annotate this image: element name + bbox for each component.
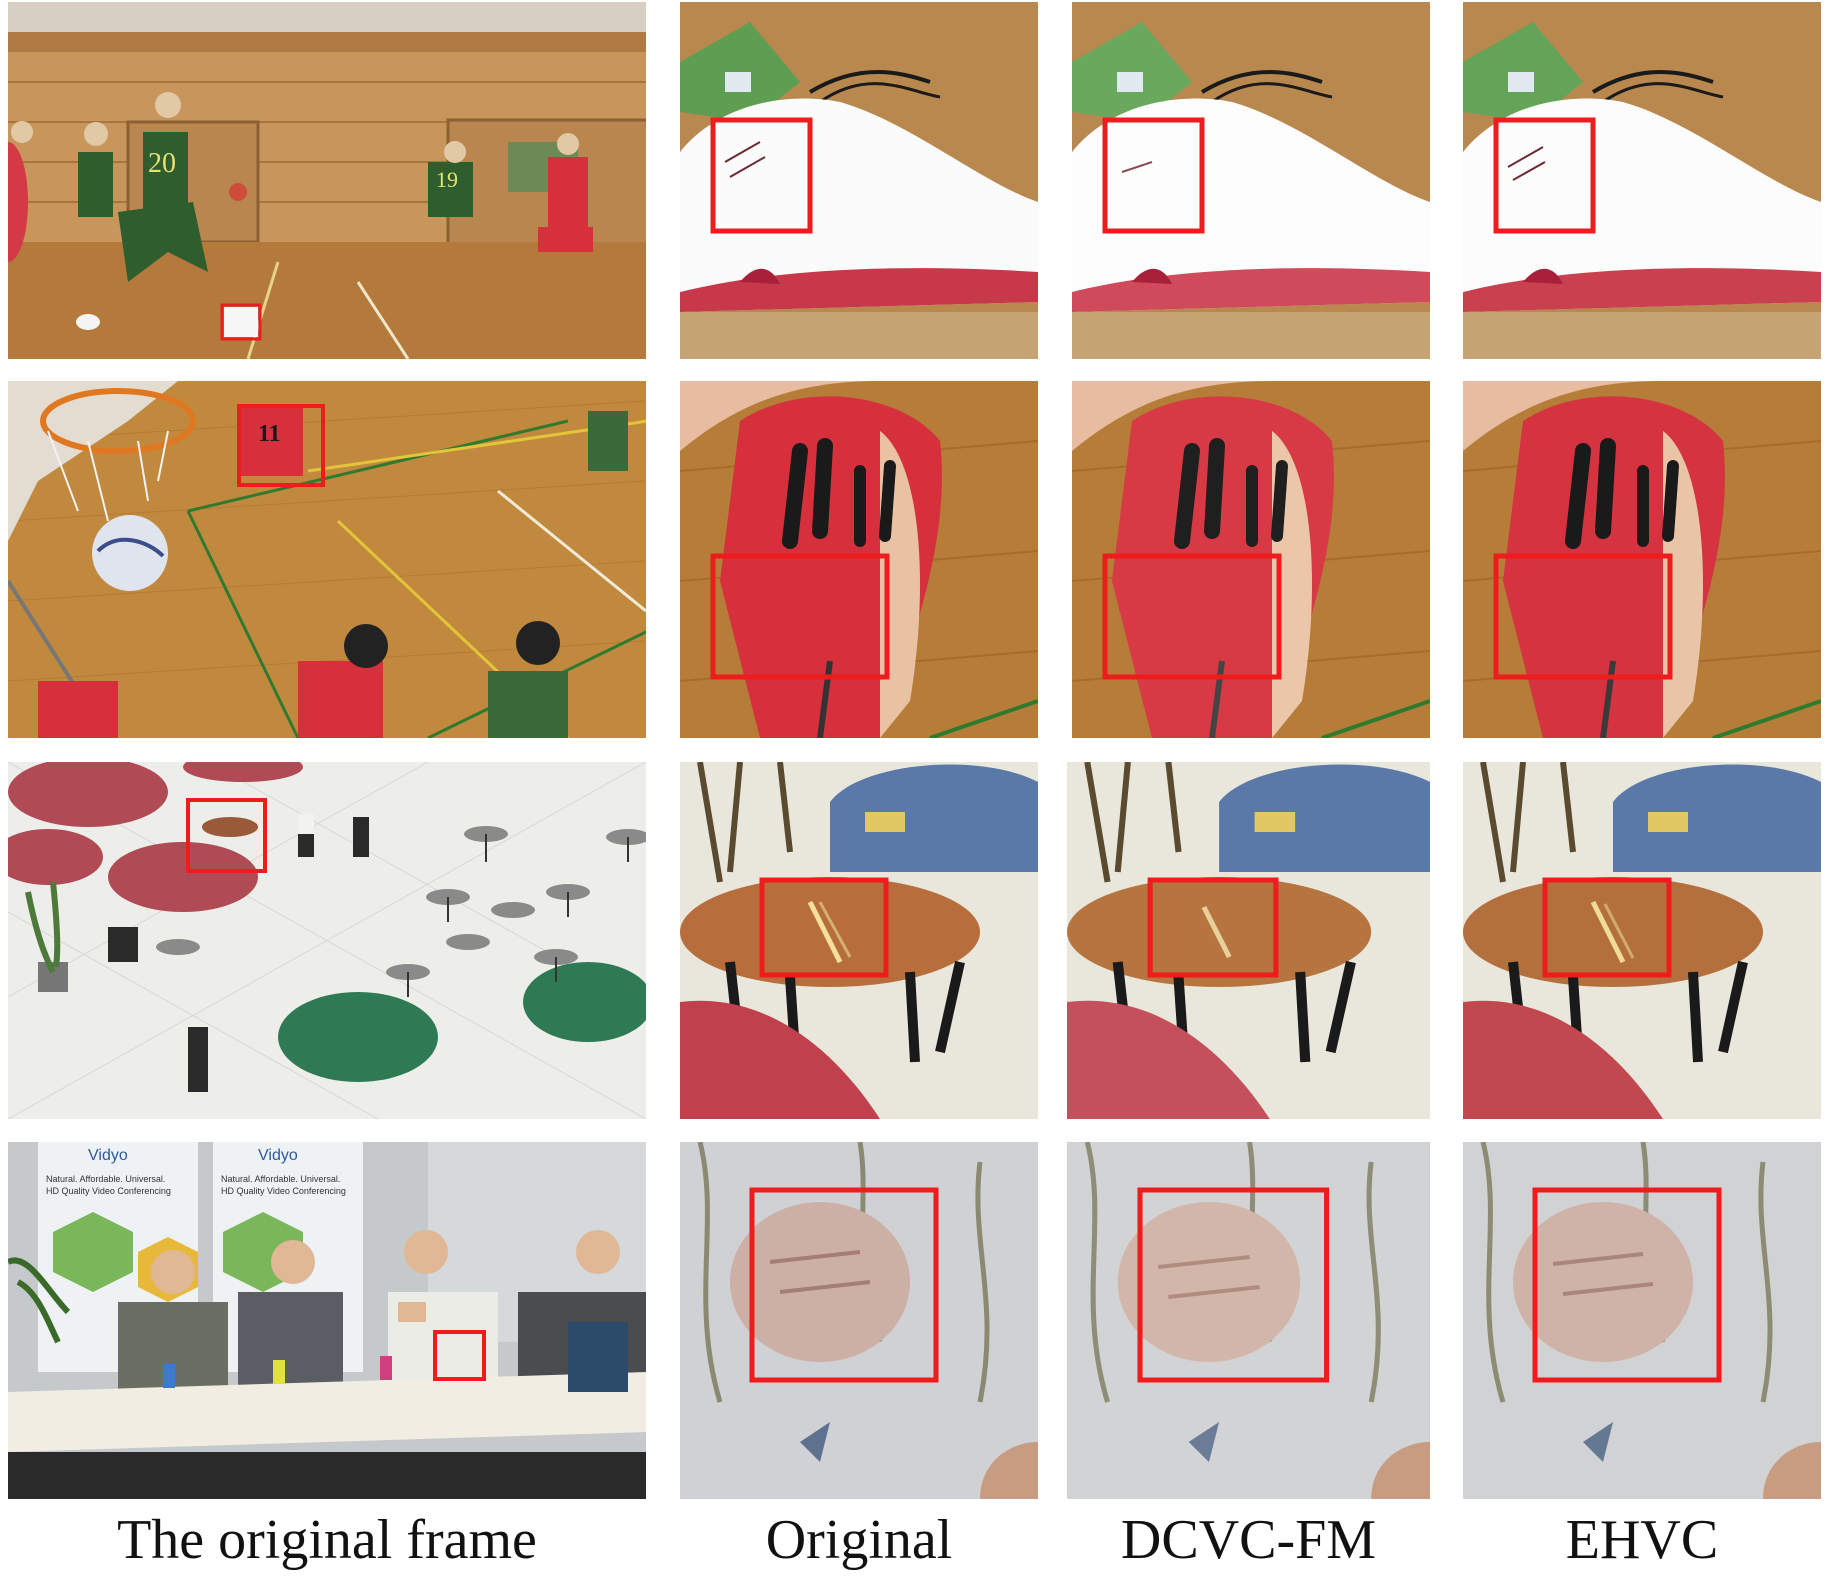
row2-original-frame: 11 xyxy=(8,381,646,738)
row4-crop-ehvc xyxy=(1463,1142,1821,1499)
row4-original-frame: Vidyo Vidyo Natural. Affordable. Univers… xyxy=(8,1142,646,1499)
banner-brand-right: Vidyo xyxy=(258,1147,298,1164)
caption-original-frame: The original frame xyxy=(117,1509,537,1571)
row4-crop-original xyxy=(680,1142,1038,1499)
row2-crop-dcvc-fm xyxy=(1072,381,1430,738)
row1-crop-original xyxy=(680,2,1038,359)
row3-crop-ehvc xyxy=(1463,762,1821,1119)
caption-dcvc-fm: DCVC-FM xyxy=(1120,1509,1377,1571)
caption-original: Original xyxy=(765,1509,953,1571)
jersey-number-11: 11 xyxy=(258,421,281,447)
banner-brand-left: Vidyo xyxy=(88,1147,128,1164)
row1-original-frame: 20 19 xyxy=(8,2,646,359)
jersey-number-19: 19 xyxy=(436,167,458,192)
banner-line1-left: Natural. Affordable. Universal. xyxy=(46,1174,165,1184)
row2-crop-original xyxy=(680,381,1038,738)
row3-crop-original xyxy=(680,762,1038,1119)
row3-crop-dcvc-fm xyxy=(1067,762,1430,1119)
row1-crop-dcvc-fm xyxy=(1072,2,1430,359)
jersey-number-20: 20 xyxy=(148,148,176,179)
row2-crop-ehvc xyxy=(1463,381,1821,738)
row4-crop-dcvc-fm xyxy=(1067,1142,1430,1499)
row3-original-frame xyxy=(8,762,646,1119)
caption-ehvc: EHVC xyxy=(1565,1509,1719,1571)
row1-crop-ehvc xyxy=(1463,2,1821,359)
banner-line1-right: Natural. Affordable. Universal. xyxy=(221,1174,340,1184)
banner-line2-left: HD Quality Video Conferencing xyxy=(46,1186,171,1196)
banner-line2-right: HD Quality Video Conferencing xyxy=(221,1186,346,1196)
